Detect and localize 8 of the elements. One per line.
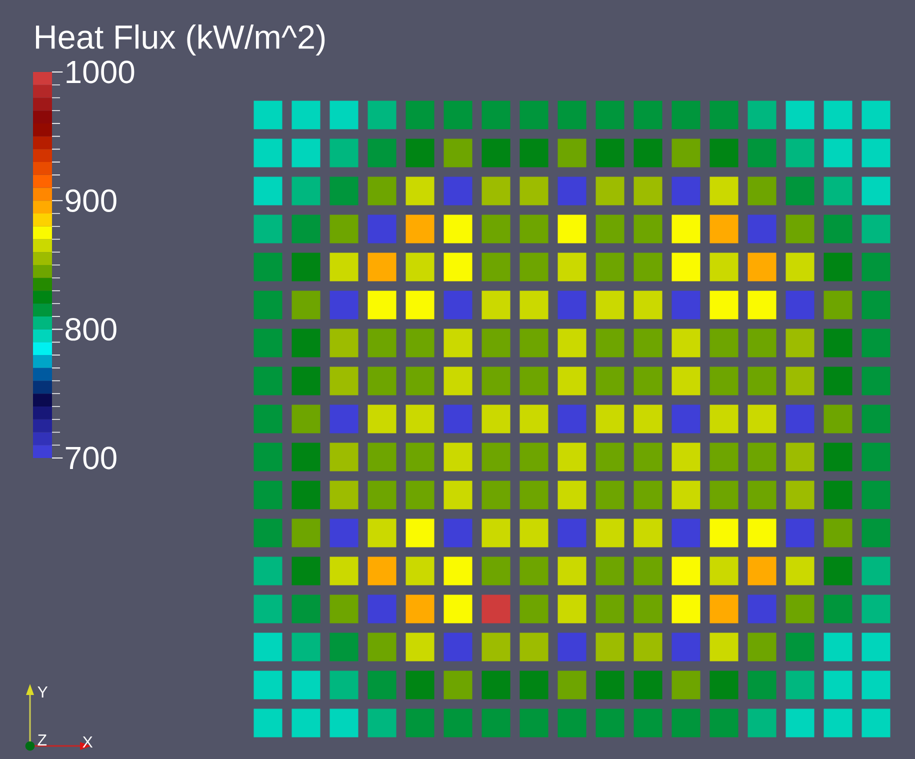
color-bar-label: 700 (66, 446, 116, 470)
color-bar-label: 1000 (66, 60, 134, 84)
text: Z (38, 734, 47, 746)
color-bar-label: 900 (66, 189, 116, 212)
color-bar-label: 800 (66, 318, 116, 341)
text: X (82, 736, 93, 748)
color-bar-title: Heat Flux (kW/m^2) (36, 24, 325, 56)
text: Y (38, 686, 48, 698)
